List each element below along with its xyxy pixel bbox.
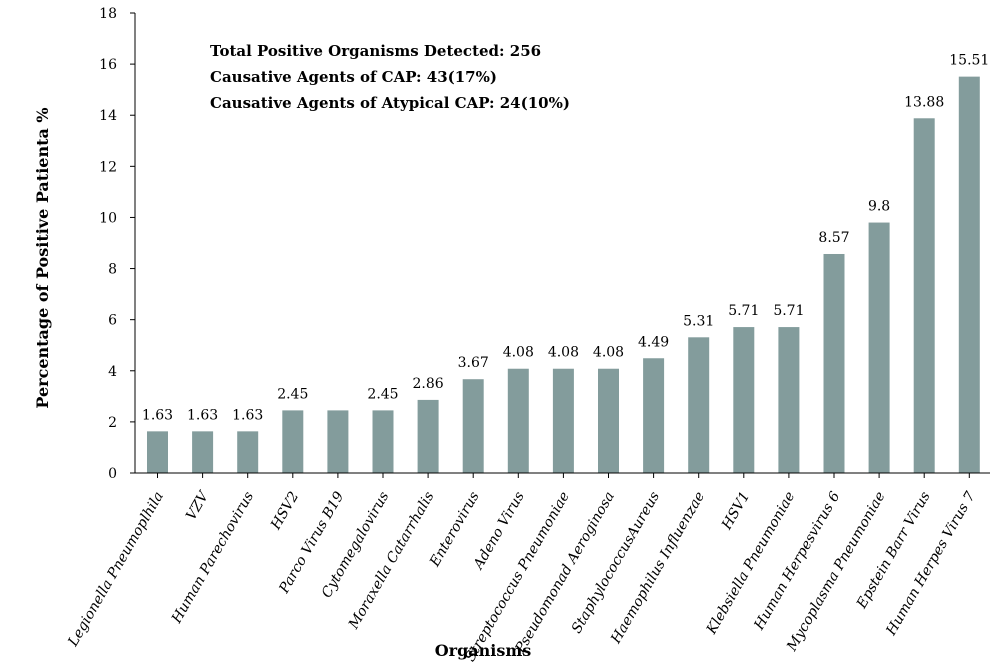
data-label: 4.49 [638, 334, 669, 350]
bar [823, 253, 845, 473]
x-tick-label: HSV1 [718, 489, 753, 533]
data-label: 13.88 [904, 94, 944, 110]
x-tick-label: Legionella Pneumoplhila [65, 489, 167, 650]
bar [192, 431, 214, 473]
y-tick-label: 14 [99, 108, 117, 124]
bar [913, 118, 935, 474]
data-label: 5.71 [728, 303, 759, 319]
chart-annotations: Total Positive Organisms Detected: 256 C… [210, 42, 570, 112]
x-tick-label: Haemophilus Influenzae [608, 489, 709, 647]
bar [688, 337, 710, 473]
data-label: 9.8 [868, 199, 890, 215]
data-label: 5.31 [683, 313, 714, 329]
annotation-atypical-cap-agents: Causative Agents of Atypical CAP: 24(10%… [210, 94, 570, 112]
y-tick-label: 2 [108, 415, 117, 431]
data-label: 1.63 [187, 407, 218, 423]
data-label: 4.08 [503, 345, 534, 361]
bar [868, 222, 890, 473]
bar [147, 431, 168, 473]
bar [507, 368, 529, 473]
y-axis-title: Percentage of Positive Patienta % [33, 107, 52, 408]
annotation-total-organisms: Total Positive Organisms Detected: 256 [210, 42, 541, 60]
x-tick-label: Moraxella Catarrhalis [345, 489, 437, 633]
data-labels: 1.63 1.63 1.63 2.45 2.45 2.86 3.67 4.08 4.08 4.08… [142, 53, 989, 424]
y-tick-label: 4 [108, 364, 117, 380]
x-tick-label: Human Herpesvirus 6 [751, 489, 844, 634]
data-label: 2.45 [367, 386, 398, 402]
data-label: 2.86 [413, 376, 444, 392]
annotation-cap-agents: Causative Agents of CAP: 43(17%) [210, 68, 497, 86]
bar [282, 410, 304, 473]
bar [778, 327, 800, 473]
bar [327, 410, 349, 473]
data-label: 4.08 [593, 345, 624, 361]
bar [417, 399, 439, 473]
bar [733, 327, 755, 473]
y-tick-label: 10 [99, 210, 117, 226]
y-tick-label: 8 [108, 262, 117, 278]
x-tick-label: StaphylococcusAureus [569, 489, 663, 636]
data-label: 5.71 [773, 303, 804, 319]
data-label: 2.45 [277, 386, 308, 402]
data-label: 15.51 [949, 53, 989, 69]
bar [958, 76, 980, 473]
x-tick-label: Klebsiella Pneumoniae [703, 489, 798, 638]
y-tick-label: 18 [99, 6, 117, 22]
bar [462, 379, 484, 473]
y-tick-label: 0 [108, 466, 117, 482]
data-label: 3.67 [458, 355, 489, 371]
x-tick-label: Human Herpes Virus 7 [883, 489, 979, 639]
data-label: 4.08 [548, 345, 579, 361]
bar [237, 431, 259, 473]
data-label: 8.57 [818, 230, 849, 246]
bar [552, 368, 574, 473]
data-label: 1.63 [142, 407, 173, 423]
y-axis-ticks: 0 2 4 6 8 10 12 14 16 18 [99, 6, 135, 482]
x-tick-label: HSV2 [267, 489, 302, 533]
y-tick-label: 12 [99, 159, 117, 175]
y-tick-label: 6 [108, 313, 117, 329]
x-axis-title: Organisms [435, 641, 532, 660]
bar [372, 410, 394, 473]
x-tick-label: VZV [183, 487, 213, 523]
bar [598, 368, 619, 473]
bar [643, 358, 665, 473]
x-tick-label: Human Parechovirus [168, 489, 257, 627]
y-tick-label: 16 [99, 57, 117, 73]
data-label: 1.63 [232, 407, 263, 423]
bars [147, 76, 980, 474]
